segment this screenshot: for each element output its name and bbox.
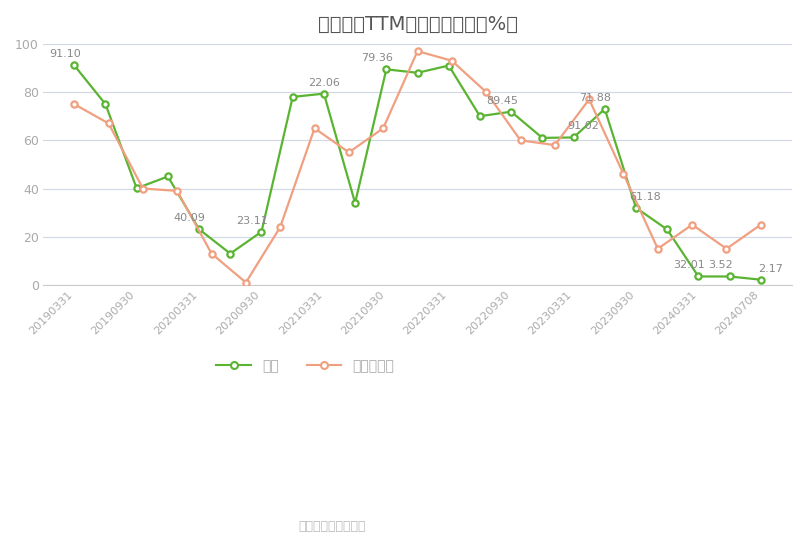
行业中位数 — [688, 221, 697, 228]
公司 — [382, 66, 391, 73]
公司 — [569, 134, 579, 141]
行业中位数 — [344, 149, 353, 156]
公司 — [693, 273, 703, 280]
公司 — [444, 62, 454, 69]
行业中位数 — [721, 246, 731, 252]
公司 — [350, 200, 360, 206]
公司 — [506, 109, 516, 115]
行业中位数 — [173, 188, 182, 194]
Text: 数据来源：恒生聚源: 数据来源：恒生聚源 — [299, 520, 366, 532]
公司 — [663, 226, 672, 233]
行业中位数 — [378, 125, 388, 132]
公司 — [756, 276, 766, 283]
公司 — [288, 94, 298, 100]
Text: 71.88: 71.88 — [579, 93, 612, 103]
Text: 3.52: 3.52 — [708, 260, 733, 270]
行业中位数 — [275, 224, 285, 230]
公司 — [319, 91, 328, 97]
公司 — [194, 226, 204, 233]
行业中位数 — [584, 96, 594, 103]
行业中位数 — [412, 48, 422, 55]
Line: 行业中位数: 行业中位数 — [71, 48, 764, 286]
行业中位数 — [207, 250, 216, 257]
公司 — [225, 250, 235, 257]
公司 — [600, 106, 609, 112]
Text: 61.18: 61.18 — [629, 192, 661, 201]
Text: 40.09: 40.09 — [174, 213, 206, 223]
行业中位数 — [138, 185, 148, 192]
公司 — [69, 62, 79, 69]
公司 — [257, 228, 266, 235]
Text: 89.45: 89.45 — [486, 96, 518, 105]
行业中位数 — [481, 89, 491, 96]
Text: 91.02: 91.02 — [567, 121, 599, 132]
Text: 2.17: 2.17 — [758, 264, 783, 274]
行业中位数 — [550, 142, 560, 149]
行业中位数 — [756, 221, 766, 228]
公司 — [163, 173, 173, 180]
行业中位数 — [241, 279, 251, 286]
公司 — [725, 273, 734, 280]
行业中位数 — [69, 101, 79, 108]
Title: 市净率（TTM）历史百分位（%）: 市净率（TTM）历史百分位（%） — [317, 15, 517, 34]
Text: 91.10: 91.10 — [49, 49, 81, 60]
行业中位数 — [619, 171, 629, 177]
公司 — [101, 101, 111, 108]
行业中位数 — [653, 246, 663, 252]
行业中位数 — [447, 57, 457, 64]
Legend: 公司, 行业中位数: 公司, 行业中位数 — [211, 354, 399, 379]
行业中位数 — [516, 137, 525, 144]
Text: 32.01: 32.01 — [673, 260, 705, 270]
Text: 79.36: 79.36 — [361, 54, 393, 63]
公司 — [537, 135, 547, 141]
公司 — [631, 205, 641, 211]
公司 — [132, 185, 141, 192]
行业中位数 — [310, 125, 320, 132]
行业中位数 — [104, 120, 114, 127]
Text: 22.06: 22.06 — [308, 78, 340, 87]
Line: 公司: 公司 — [71, 62, 764, 283]
公司 — [475, 113, 485, 120]
公司 — [412, 69, 422, 76]
Text: 23.11: 23.11 — [236, 216, 268, 225]
